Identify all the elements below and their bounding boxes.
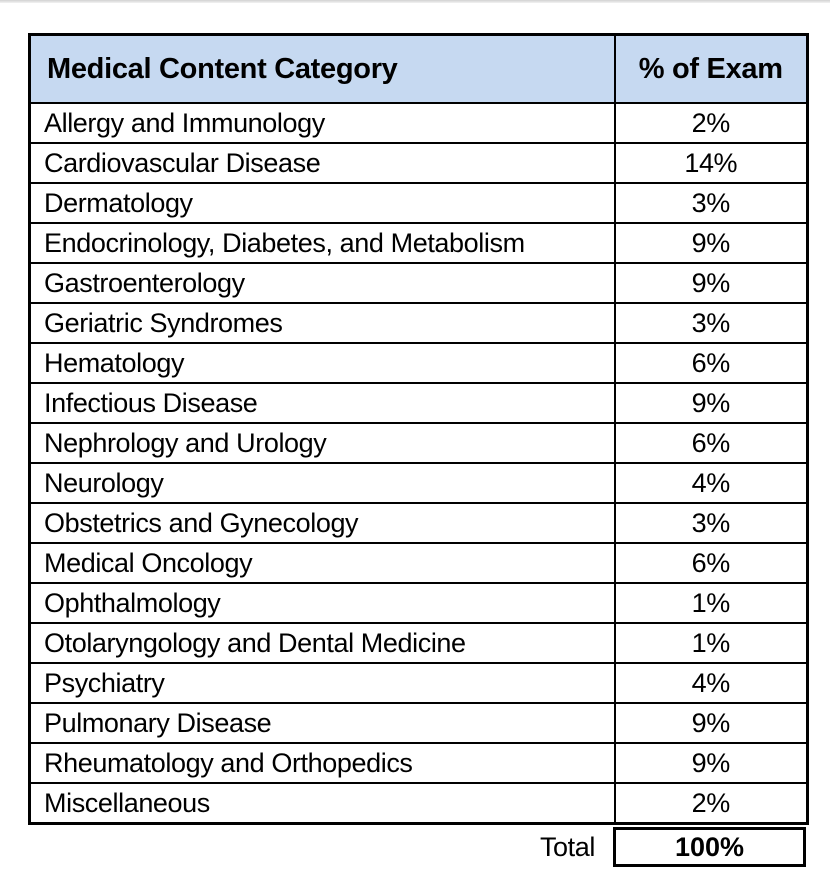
percent-cell: 1% — [613, 622, 809, 664]
total-label: Total — [539, 832, 595, 862]
percent-cell: 9% — [613, 262, 809, 304]
table-row: Nephrology and Urology 6% — [28, 422, 809, 464]
exam-blueprint: Medical Content Category % of Exam Aller… — [28, 33, 809, 867]
content-category-table: Medical Content Category % of Exam Aller… — [28, 33, 809, 825]
table-row: Gastroenterology 9% — [28, 262, 809, 304]
percent-cell: 2% — [613, 102, 809, 144]
category-cell: Neurology — [28, 462, 616, 504]
category-cell: Miscellaneous — [28, 782, 616, 825]
category-cell: Geriatric Syndromes — [28, 302, 616, 344]
percent-cell: 3% — [613, 302, 809, 344]
table-row: Allergy and Immunology 2% — [28, 102, 809, 144]
percent-cell: 9% — [613, 382, 809, 424]
table-row: Infectious Disease 9% — [28, 382, 809, 424]
table-row: Obstetrics and Gynecology 3% — [28, 502, 809, 544]
total-row: Total 100% — [28, 827, 806, 867]
table-row: Miscellaneous 2% — [28, 782, 809, 825]
category-cell: Pulmonary Disease — [28, 702, 616, 744]
percent-cell: 6% — [613, 542, 809, 584]
table-row: Endocrinology, Diabetes, and Metabolism 9… — [28, 222, 809, 264]
percent-cell: 3% — [613, 502, 809, 544]
table-row: Psychiatry 4% — [28, 662, 809, 704]
percent-cell: 6% — [613, 342, 809, 384]
table-row: Otolaryngology and Dental Medicine 1% — [28, 622, 809, 664]
table-row: Geriatric Syndromes 3% — [28, 302, 809, 344]
table-row: Cardiovascular Disease 14% — [28, 142, 809, 184]
table-row: Medical Oncology 6% — [28, 542, 809, 584]
header-percent-label: % of Exam — [613, 33, 809, 104]
header-category-label: Medical Content Category — [28, 33, 616, 104]
table-body: Allergy and Immunology 2% Cardiovascular D… — [28, 102, 809, 825]
percent-cell: 14% — [613, 142, 809, 184]
percent-cell: 9% — [613, 222, 809, 264]
category-cell: Allergy and Immunology — [28, 102, 616, 144]
percent-cell: 3% — [613, 182, 809, 224]
category-cell: Gastroenterology — [28, 262, 616, 304]
table-row: Neurology 4% — [28, 462, 809, 504]
percent-cell: 1% — [613, 582, 809, 624]
header-row: Medical Content Category % of Exam — [28, 33, 809, 104]
percent-cell: 4% — [613, 662, 809, 704]
category-cell: Ophthalmology — [28, 582, 616, 624]
percent-cell: 9% — [613, 702, 809, 744]
category-cell: Nephrology and Urology — [28, 422, 616, 464]
category-cell: Obstetrics and Gynecology — [28, 502, 616, 544]
percent-cell: 4% — [613, 462, 809, 504]
percent-cell: 6% — [613, 422, 809, 464]
category-cell: Cardiovascular Disease — [28, 142, 616, 184]
total-value: 100% — [613, 827, 806, 867]
table-row: Pulmonary Disease 9% — [28, 702, 809, 744]
table-row: Dermatology 3% — [28, 182, 809, 224]
category-cell: Endocrinology, Diabetes, and Metabolism — [28, 222, 616, 264]
scan-artifact-strip — [0, 0, 830, 3]
percent-cell: 2% — [613, 782, 809, 825]
category-cell: Dermatology — [28, 182, 616, 224]
category-cell: Psychiatry — [28, 662, 616, 704]
category-cell: Otolaryngology and Dental Medicine — [28, 622, 616, 664]
category-cell: Hematology — [28, 342, 616, 384]
category-cell: Infectious Disease — [28, 382, 616, 424]
category-cell: Rheumatology and Orthopedics — [28, 742, 616, 784]
table-row: Ophthalmology 1% — [28, 582, 809, 624]
table-row: Hematology 6% — [28, 342, 809, 384]
table-row: Rheumatology and Orthopedics 9% — [28, 742, 809, 784]
category-cell: Medical Oncology — [28, 542, 616, 584]
percent-cell: 9% — [613, 742, 809, 784]
